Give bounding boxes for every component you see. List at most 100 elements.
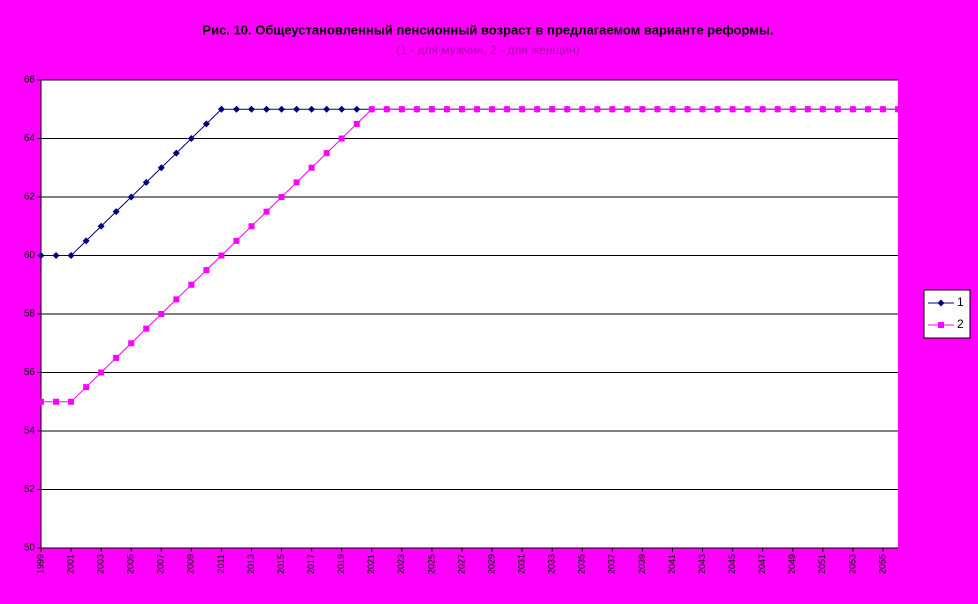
series-marker <box>744 106 751 113</box>
series-marker <box>172 149 180 157</box>
y-tick-label: 54 <box>24 426 36 437</box>
x-tick-label: 2033 <box>547 554 557 574</box>
legend-box <box>923 289 971 339</box>
series-marker <box>173 296 180 303</box>
series-marker <box>849 106 856 113</box>
series-marker <box>398 106 405 113</box>
series-marker <box>188 281 195 288</box>
x-tick-label: 2027 <box>456 554 466 574</box>
x-tick-label: 2053 <box>847 554 857 574</box>
series-marker <box>247 105 255 113</box>
x-tick-label: 2009 <box>186 554 196 574</box>
series-marker <box>759 106 766 113</box>
series-marker <box>474 106 481 113</box>
series-marker <box>98 369 105 376</box>
x-tick-label: 2047 <box>757 554 767 574</box>
series-marker <box>323 105 331 113</box>
series-marker <box>202 120 210 128</box>
series-marker <box>308 105 316 113</box>
series-marker <box>127 193 135 201</box>
y-tick-label: 52 <box>24 484 36 495</box>
chart-title: Рис. 10. Общеустановленный пенсионный во… <box>202 22 773 37</box>
series-marker <box>143 325 150 332</box>
x-tick-label: 2019 <box>336 554 346 574</box>
series-marker <box>895 106 901 113</box>
series-marker <box>293 105 301 113</box>
series-marker <box>263 105 271 113</box>
series-marker <box>368 106 375 113</box>
series-marker <box>218 252 225 259</box>
y-tick-label: 60 <box>24 250 36 261</box>
y-tick-label: 66 <box>24 75 36 86</box>
series-marker <box>37 252 45 259</box>
series-marker <box>624 106 631 113</box>
series-marker <box>864 106 871 113</box>
series-marker <box>413 106 420 113</box>
series-marker <box>338 135 345 142</box>
series-marker <box>383 106 390 113</box>
series-marker <box>323 150 330 157</box>
series-marker <box>443 106 450 113</box>
series-marker <box>639 106 646 113</box>
y-tick-label: 62 <box>24 192 36 203</box>
series-marker <box>217 105 225 113</box>
x-tick-label: 2031 <box>516 554 526 574</box>
x-tick-label: 2021 <box>366 554 376 574</box>
legend-marker <box>937 299 945 307</box>
x-tick-label: 2049 <box>787 554 797 574</box>
series-marker <box>594 106 601 113</box>
x-tick-label: 2001 <box>65 554 75 574</box>
series-marker <box>112 208 120 216</box>
x-tick-label: 2035 <box>577 554 587 574</box>
x-tick-label: 2045 <box>727 554 737 574</box>
series-line <box>41 108 898 403</box>
series-marker <box>714 106 721 113</box>
y-tick-label: 58 <box>24 309 36 320</box>
series-marker <box>534 106 541 113</box>
series-marker <box>489 106 496 113</box>
x-tick-label: 2051 <box>817 554 827 574</box>
y-tick-label: 64 <box>24 133 36 144</box>
series-marker <box>519 106 526 113</box>
series-marker <box>609 106 616 113</box>
series-marker <box>458 106 465 113</box>
x-tick-label: 2043 <box>697 554 707 574</box>
series-marker <box>67 252 75 259</box>
series-marker <box>128 340 135 347</box>
series-marker <box>232 105 240 113</box>
series-marker <box>113 354 120 361</box>
series-marker <box>774 106 781 113</box>
legend-marker <box>938 322 944 328</box>
series-marker <box>233 237 240 244</box>
series-marker <box>699 106 706 113</box>
y-tick-label: 56 <box>24 367 36 378</box>
series-marker <box>428 106 435 113</box>
series-marker <box>142 178 150 186</box>
x-tick-label: 2055 <box>877 554 887 574</box>
series-marker <box>669 106 676 113</box>
series-marker <box>353 105 361 113</box>
series-marker <box>504 106 511 113</box>
series-marker <box>654 106 661 113</box>
x-tick-label: 2013 <box>246 554 256 574</box>
series-marker <box>248 223 255 230</box>
x-tick-label: 2005 <box>126 554 136 574</box>
series-marker <box>879 106 886 113</box>
series-marker <box>53 398 60 405</box>
series-marker <box>68 398 75 405</box>
x-tick-label: 2007 <box>156 554 166 574</box>
series-marker <box>278 105 286 113</box>
series-marker <box>278 194 285 200</box>
series-marker <box>338 105 346 113</box>
series-marker <box>834 106 841 113</box>
x-tick-label: 2015 <box>276 554 286 574</box>
series-marker <box>789 106 796 113</box>
series-marker <box>579 106 586 113</box>
x-tick-label: 2029 <box>486 554 496 574</box>
series-marker <box>549 106 556 113</box>
series-marker <box>157 164 165 172</box>
series-marker <box>684 106 691 113</box>
series-marker <box>308 164 315 171</box>
series-marker <box>97 222 105 230</box>
